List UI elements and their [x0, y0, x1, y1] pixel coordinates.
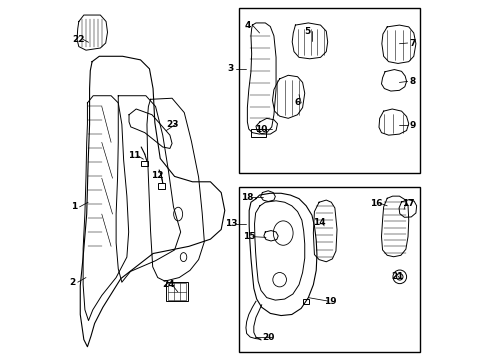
Bar [303, 299, 309, 304]
Bar [239, 187, 419, 352]
Text: 10: 10 [255, 125, 267, 134]
Text: 20: 20 [262, 333, 275, 342]
Text: 1: 1 [71, 202, 77, 211]
Text: 16: 16 [369, 199, 382, 208]
Bar [166, 282, 187, 301]
Text: 6: 6 [294, 98, 300, 107]
Text: 9: 9 [408, 121, 415, 130]
Text: 17: 17 [402, 199, 414, 208]
Bar [239, 8, 419, 173]
Text: 23: 23 [165, 120, 178, 129]
Text: 24: 24 [162, 280, 174, 289]
Text: 18: 18 [241, 193, 253, 202]
Bar [141, 161, 147, 166]
Text: 11: 11 [127, 151, 140, 160]
Text: 22: 22 [72, 35, 85, 44]
Text: 2: 2 [69, 278, 75, 287]
Text: 15: 15 [242, 232, 255, 241]
Text: 12: 12 [151, 171, 163, 180]
Text: 3: 3 [227, 64, 234, 73]
Text: 13: 13 [224, 219, 237, 228]
Text: 19: 19 [323, 297, 335, 306]
Text: 14: 14 [312, 218, 325, 227]
Text: 5: 5 [304, 27, 310, 36]
Text: 7: 7 [408, 39, 415, 48]
Bar [158, 183, 164, 189]
Text: 8: 8 [408, 77, 415, 86]
Text: 21: 21 [391, 271, 404, 280]
Bar [250, 129, 265, 137]
Text: 4: 4 [244, 21, 251, 30]
